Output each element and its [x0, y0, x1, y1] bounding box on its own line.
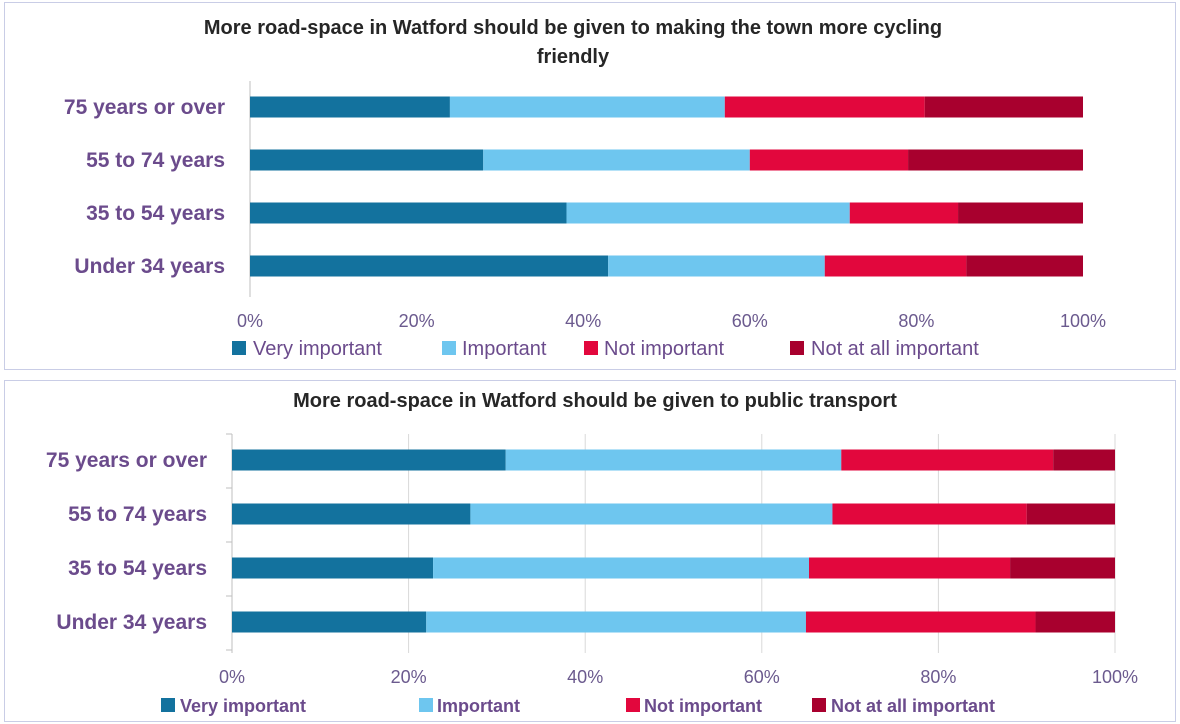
- bar-very-important-under-34-years: [250, 255, 609, 277]
- category-label-55-to-74-years: 55 to 74 years: [68, 503, 207, 526]
- legend-label-not-at-all-important: Not at all important: [811, 338, 979, 360]
- legend-swatch-important: [419, 698, 433, 712]
- bar-important-under-34-years: [608, 255, 825, 277]
- bar-very-important-75-years-or-over: [232, 449, 506, 471]
- legend-label-very-important: Very important: [180, 696, 306, 716]
- bar-not-important-55-to-74-years: [832, 503, 1027, 525]
- x-tick-label: 100%: [1092, 667, 1138, 687]
- x-tick-label: 0%: [237, 311, 263, 331]
- x-tick-label: 20%: [391, 667, 427, 687]
- x-tick-label: 80%: [920, 667, 956, 687]
- legend-swatch-very-important: [232, 341, 246, 355]
- legend-swatch-not-at-all-important: [812, 698, 826, 712]
- bar-very-important-55-to-74-years: [232, 503, 471, 525]
- legend-label-not-at-all-important: Not at all important: [831, 696, 995, 716]
- x-tick-label: 60%: [732, 311, 768, 331]
- chart-cycling: More road-space in Watford should be giv…: [64, 17, 1106, 360]
- x-tick-label: 20%: [399, 311, 435, 331]
- legend-label-not-important: Not important: [604, 338, 724, 360]
- legend-label-not-important: Not important: [644, 696, 762, 716]
- legend-swatch-very-important: [161, 698, 175, 712]
- bar-important-35-to-54-years: [433, 557, 810, 579]
- bar-important-55-to-74-years: [470, 503, 833, 525]
- chart-public-transport-panel: More road-space in Watford should be giv…: [4, 380, 1176, 722]
- bar-important-35-to-54-years: [566, 202, 850, 224]
- bar-not-important-75-years-or-over: [841, 449, 1054, 471]
- legend-swatch-not-important: [626, 698, 640, 712]
- bar-not-important-55-to-74-years: [749, 149, 909, 171]
- x-tick-label: 40%: [567, 667, 603, 687]
- category-label-under-34-years: Under 34 years: [74, 255, 225, 278]
- category-label-55-to-74-years: 55 to 74 years: [86, 149, 225, 172]
- bar-very-important-75-years-or-over: [250, 96, 450, 118]
- chart-cycling-panel: More road-space in Watford should be giv…: [4, 2, 1176, 370]
- bar-important-75-years-or-over: [505, 449, 842, 471]
- legend-swatch-not-important: [584, 341, 598, 355]
- bar-not-important-35-to-54-years: [849, 202, 959, 224]
- bar-not-important-75-years-or-over: [724, 96, 925, 118]
- chart-title: More road-space in Watford should be giv…: [293, 390, 897, 412]
- bar-very-important-55-to-74-years: [250, 149, 484, 171]
- x-tick-label: 60%: [744, 667, 780, 687]
- bar-not-important-under-34-years: [805, 611, 1036, 633]
- x-tick-label: 40%: [565, 311, 601, 331]
- bar-not-important-35-to-54-years: [809, 557, 1011, 579]
- bar-not-at-all-important-under-34-years: [1035, 611, 1115, 633]
- legend-swatch-important: [442, 341, 456, 355]
- bar-not-important-under-34-years: [824, 255, 967, 277]
- bar-important-under-34-years: [426, 611, 806, 633]
- x-tick-label: 0%: [219, 667, 245, 687]
- chart-public-transport: More road-space in Watford should be giv…: [46, 390, 1138, 716]
- category-label-35-to-54-years: 35 to 54 years: [68, 557, 207, 580]
- bar-not-at-all-important-35-to-54-years: [958, 202, 1083, 224]
- legend-label-important: Important: [462, 338, 547, 360]
- bar-not-at-all-important-75-years-or-over: [1053, 449, 1115, 471]
- bar-important-55-to-74-years: [483, 149, 750, 171]
- category-label-35-to-54-years: 35 to 54 years: [86, 202, 225, 225]
- category-label-75-years-or-over: 75 years or over: [64, 96, 225, 119]
- category-label-75-years-or-over: 75 years or over: [46, 449, 207, 472]
- bar-very-important-35-to-54-years: [232, 557, 434, 579]
- bar-very-important-35-to-54-years: [250, 202, 567, 224]
- chart-title-line-2: friendly: [537, 46, 610, 68]
- bar-not-at-all-important-55-to-74-years: [908, 149, 1083, 171]
- bar-not-at-all-important-75-years-or-over: [924, 96, 1083, 118]
- bar-not-at-all-important-55-to-74-years: [1026, 503, 1115, 525]
- x-tick-label: 100%: [1060, 311, 1106, 331]
- x-tick-label: 80%: [898, 311, 934, 331]
- bar-very-important-under-34-years: [232, 611, 427, 633]
- legend-label-very-important: Very important: [253, 338, 382, 360]
- category-label-under-34-years: Under 34 years: [56, 611, 207, 634]
- bar-important-75-years-or-over: [449, 96, 725, 118]
- chart-title-line-1: More road-space in Watford should be giv…: [204, 17, 942, 39]
- bar-not-at-all-important-under-34-years: [966, 255, 1083, 277]
- legend-label-important: Important: [437, 696, 520, 716]
- bar-not-at-all-important-35-to-54-years: [1010, 557, 1115, 579]
- legend-swatch-not-at-all-important: [790, 341, 804, 355]
